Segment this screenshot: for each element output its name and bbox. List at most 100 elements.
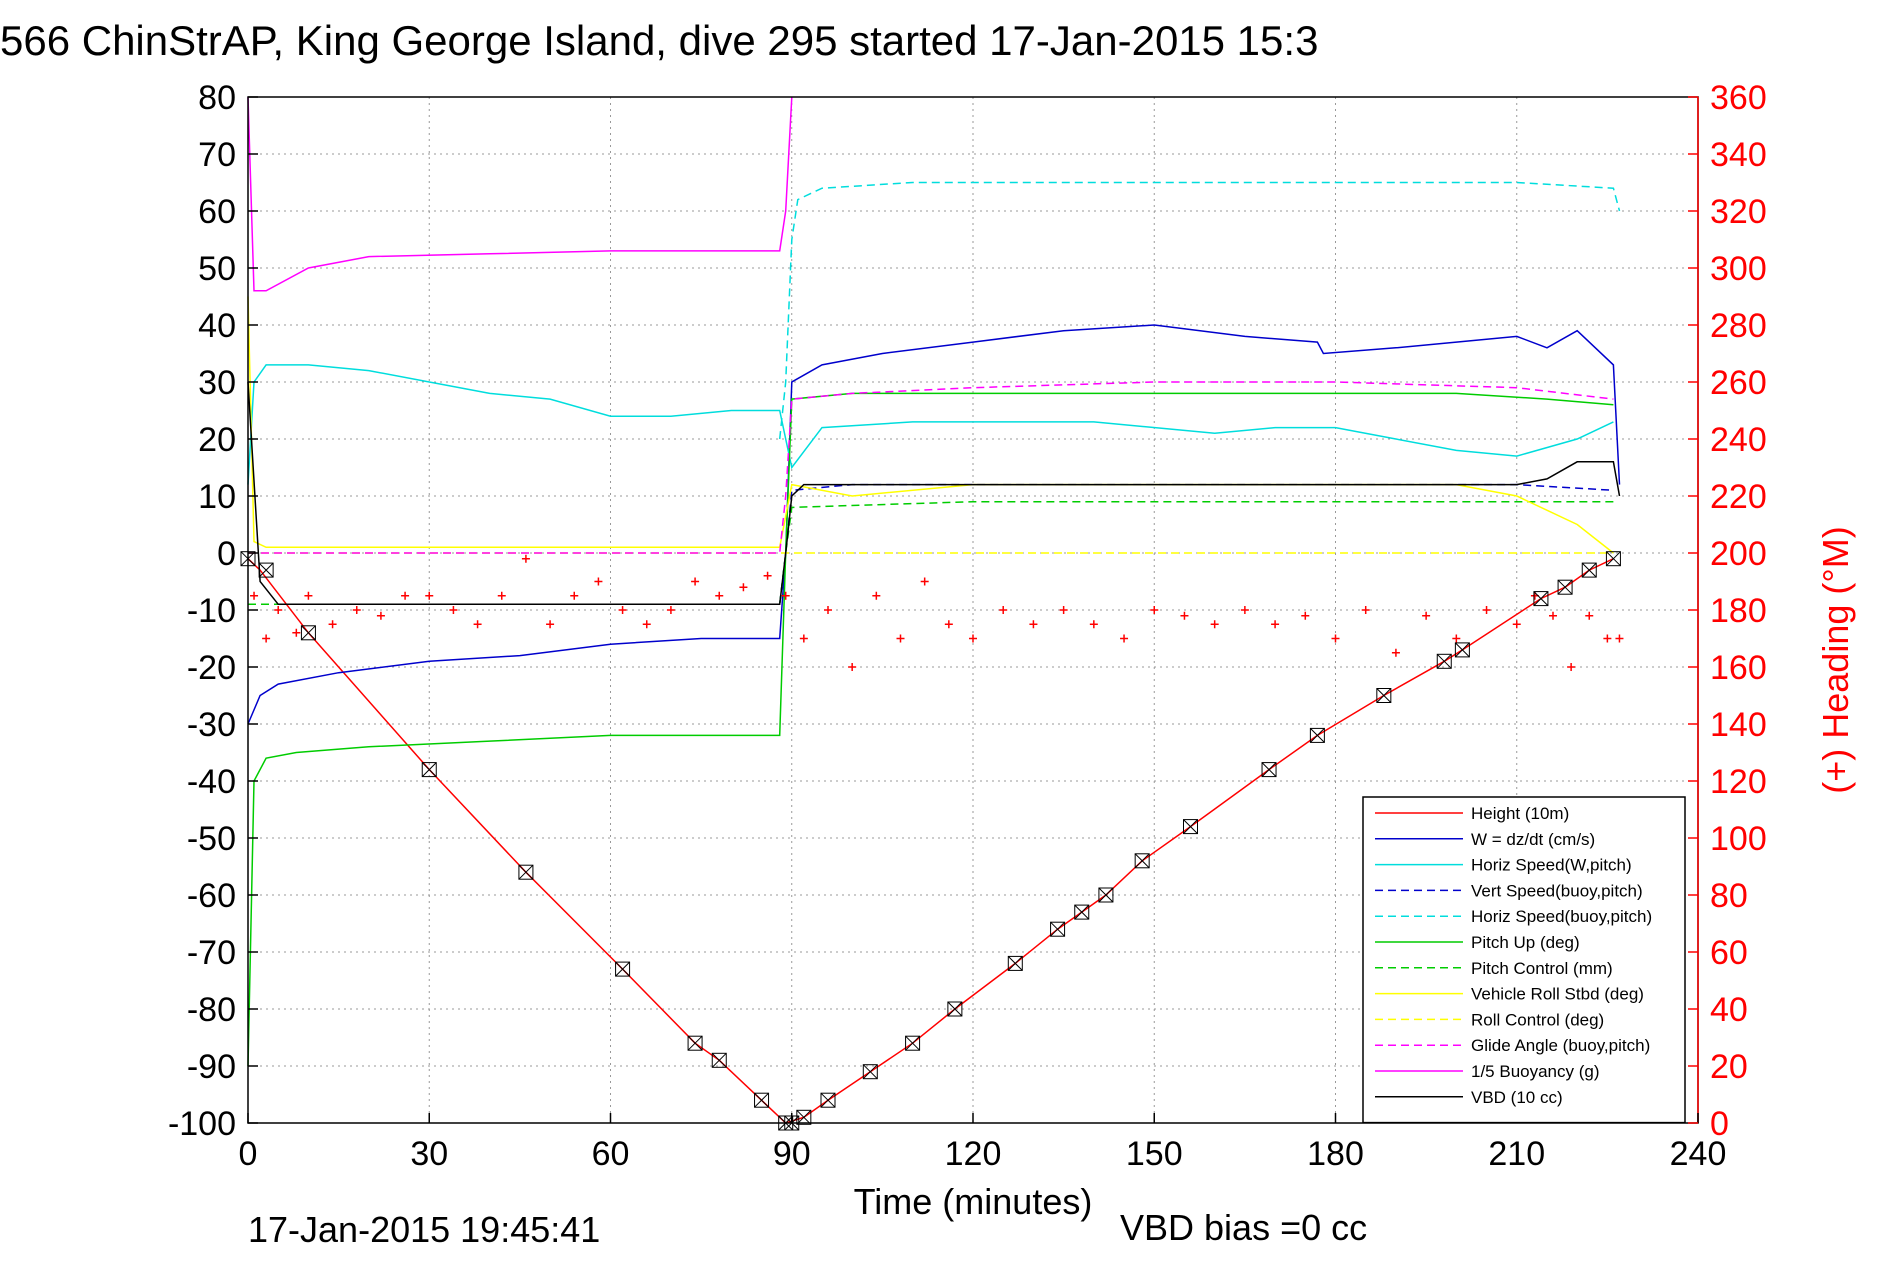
vbd-marker-cross xyxy=(421,762,437,777)
legend-entry: Horiz Speed(buoy,pitch) xyxy=(1471,907,1652,926)
y-tick-label: -30 xyxy=(187,706,236,744)
vbd-marker xyxy=(1581,562,1597,578)
series-line-0 xyxy=(247,558,1614,1124)
heading-point xyxy=(1150,606,1159,614)
heading-point xyxy=(1615,634,1624,643)
heading-point xyxy=(1452,634,1461,643)
y-tick-label: -40 xyxy=(187,763,236,801)
vbd-marker xyxy=(1074,904,1090,920)
heading-point xyxy=(1361,606,1370,614)
x-tick-label: 30 xyxy=(410,1135,448,1173)
vbd-marker xyxy=(1098,887,1114,903)
y-right-tick-label: 280 xyxy=(1710,307,1767,345)
heading-point xyxy=(944,620,953,629)
vbd-marker-cross xyxy=(258,562,274,578)
heading-point xyxy=(1089,620,1098,629)
y-right-tick-label: 120 xyxy=(1710,763,1767,801)
y-right-tick-label: 180 xyxy=(1710,592,1767,630)
heading-point xyxy=(848,663,857,671)
heading-point xyxy=(292,628,301,637)
series-line-7 xyxy=(247,296,1614,554)
y-tick-label: -90 xyxy=(187,1048,236,1086)
heading-point xyxy=(570,591,579,600)
heading-point xyxy=(824,606,832,614)
heading-point xyxy=(642,620,651,629)
heading-point xyxy=(872,591,881,600)
vbd-marker xyxy=(905,1035,921,1051)
y-tick-label: -80 xyxy=(187,991,236,1029)
vbd-marker xyxy=(820,1092,836,1108)
heading-point xyxy=(896,634,905,643)
heading-point xyxy=(920,577,929,586)
vbd-marker-cross xyxy=(796,1109,812,1125)
x-tick-labels: 0 30 60 90 120 150 180 210 240 xyxy=(239,1113,1726,1173)
y-right-tick-label: 200 xyxy=(1710,535,1767,573)
series-line-10 xyxy=(247,96,793,292)
heading-point xyxy=(449,606,458,614)
x-tick-label: 60 xyxy=(592,1135,630,1173)
heading-point xyxy=(262,634,271,643)
y-tick-label: 0 xyxy=(217,535,236,573)
vbd-marker xyxy=(1605,551,1621,567)
vbd-marker-cross xyxy=(1310,728,1325,743)
marker-group xyxy=(240,551,1624,1131)
legend-entry: Roll Control (deg) xyxy=(1471,1010,1604,1029)
legend-entry: Vert Speed(buoy,pitch) xyxy=(1471,881,1643,900)
heading-point xyxy=(376,611,385,620)
vbd-marker xyxy=(862,1064,878,1080)
vbd-marker-cross xyxy=(1581,562,1597,578)
y-right-tick-label: 80 xyxy=(1710,877,1748,915)
vbd-marker xyxy=(518,864,534,880)
vbd-marker xyxy=(796,1109,812,1125)
heading-point xyxy=(1059,606,1068,614)
vbd-marker xyxy=(947,1001,963,1017)
heading-point xyxy=(1301,611,1310,620)
heading-point xyxy=(781,591,790,600)
heading-point xyxy=(1029,620,1038,629)
vbd-marker xyxy=(1134,853,1150,869)
y-tick-label: 70 xyxy=(198,136,236,174)
legend-entry: Height (10m) xyxy=(1471,804,1569,823)
y-tick-label: -100 xyxy=(168,1105,236,1143)
vbd-marker xyxy=(1261,762,1277,778)
heading-point xyxy=(618,606,627,614)
vbd-marker xyxy=(1454,642,1470,658)
y-right-tick-label: 240 xyxy=(1710,421,1767,459)
legend-box xyxy=(1362,796,1686,1124)
vbd-marker xyxy=(711,1052,727,1068)
vbd-marker-cross xyxy=(1183,819,1198,834)
vbd-marker-cross xyxy=(1074,904,1090,920)
vbd-marker-cross xyxy=(1050,921,1065,937)
legend-entry: VBD (10 cc) xyxy=(1471,1088,1563,1107)
x-tick-label: 0 xyxy=(239,1135,258,1173)
legend-entry: Pitch Up (deg) xyxy=(1471,933,1580,952)
vbd-marker-cross xyxy=(1261,762,1277,777)
vbd-marker xyxy=(1309,727,1325,743)
vbd-marker-cross xyxy=(862,1064,878,1080)
y-right-tick-label: 140 xyxy=(1710,706,1767,744)
y-right-tick-label: 160 xyxy=(1710,649,1767,687)
vbd-marker-cross xyxy=(687,1035,703,1051)
heading-point xyxy=(425,591,434,600)
heading-point xyxy=(250,591,259,600)
vbd-marker-cross xyxy=(1533,591,1549,606)
y-right-tick-label: 60 xyxy=(1710,934,1748,972)
y-right-tick-label: 0 xyxy=(1710,1105,1729,1143)
vbd-marker xyxy=(421,762,437,778)
y-tick-label: 30 xyxy=(198,364,236,402)
y-right-tick-label: 360 xyxy=(1710,79,1767,117)
vbd-marker xyxy=(1376,688,1392,703)
vbd-marker xyxy=(754,1092,770,1108)
heading-point xyxy=(1512,620,1521,629)
vbd-marker-cross xyxy=(1436,653,1452,669)
legend-entry: Glide Angle (buoy,pitch) xyxy=(1471,1036,1650,1055)
y-tick-label: 10 xyxy=(198,478,236,516)
y-right-tick-label: 340 xyxy=(1710,136,1767,174)
heading-point xyxy=(1422,611,1431,620)
vbd-marker-cross xyxy=(820,1092,836,1108)
vbd-marker-cross xyxy=(1098,887,1114,903)
vbd-marker xyxy=(1050,921,1066,937)
y-tick-label: -50 xyxy=(187,820,236,858)
y-tick-label: 50 xyxy=(198,250,236,288)
